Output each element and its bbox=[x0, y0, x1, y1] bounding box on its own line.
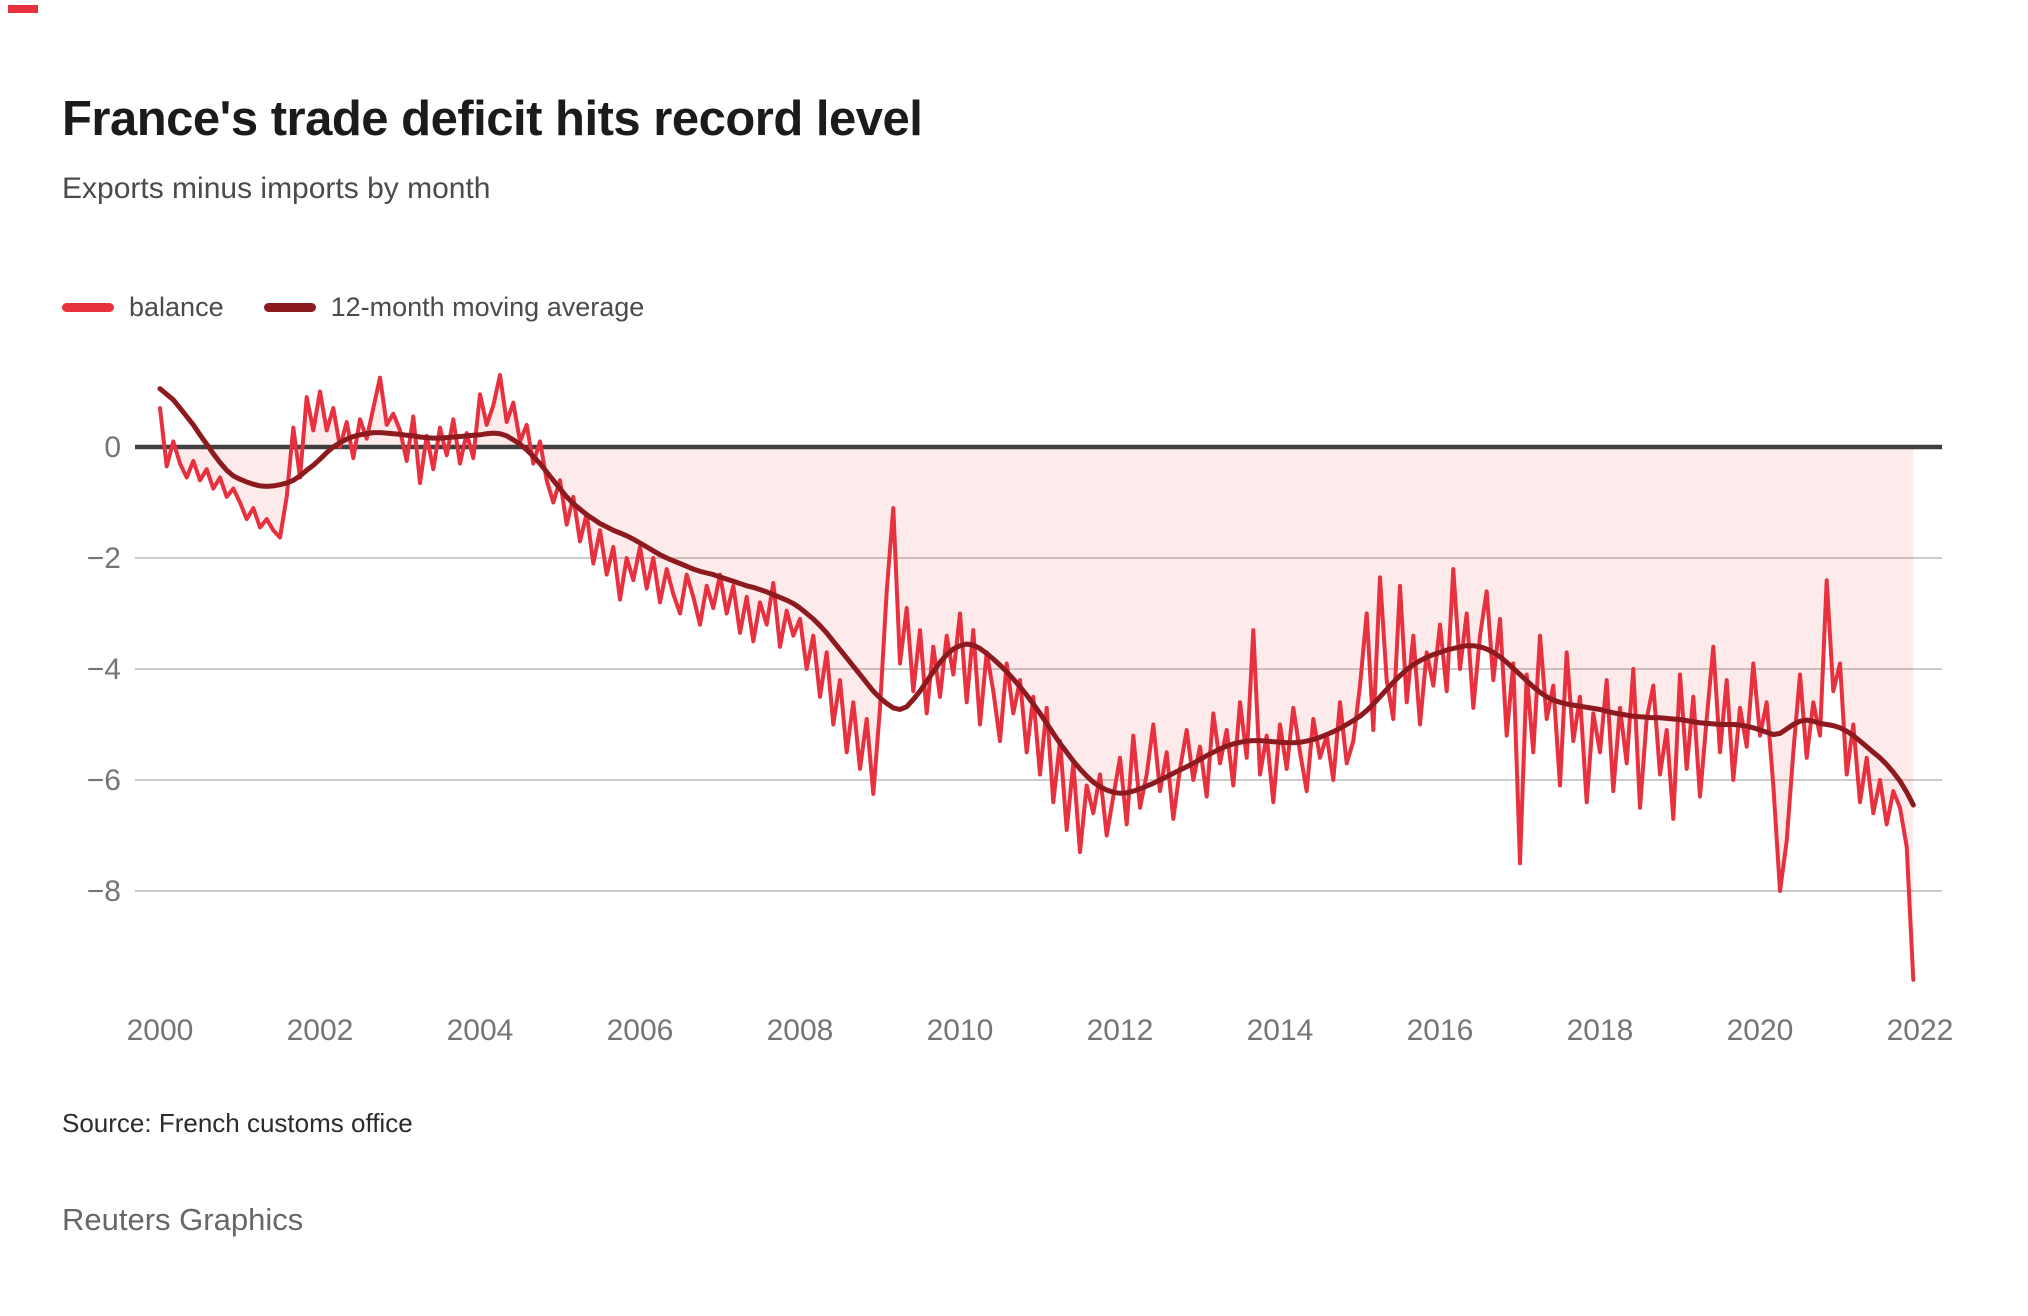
svg-text:−4: −4 bbox=[87, 653, 121, 686]
chart-legend: balance 12-month moving average bbox=[62, 292, 644, 323]
y-axis-labels: 0 −2 −4 −6 −8 bbox=[87, 431, 121, 908]
x-axis-labels: 2000 2002 2004 2006 2008 2010 2012 2014 2016 2018… bbox=[127, 1014, 1954, 1047]
reuters-brand-mark bbox=[8, 5, 38, 13]
legend-label-balance: balance bbox=[129, 292, 224, 322]
svg-text:2020: 2020 bbox=[1727, 1014, 1794, 1047]
svg-text:2006: 2006 bbox=[607, 1014, 674, 1047]
balance-line-swatch-icon bbox=[62, 303, 114, 312]
svg-text:2004: 2004 bbox=[447, 1014, 514, 1047]
source-note: Source: French customs office bbox=[62, 1108, 413, 1138]
svg-text:2010: 2010 bbox=[927, 1014, 994, 1047]
svg-text:2022: 2022 bbox=[1887, 1014, 1954, 1047]
legend-label-moving-average: 12-month moving average bbox=[330, 292, 645, 322]
page-subtitle: Exports minus imports by month bbox=[62, 172, 491, 205]
svg-text:2008: 2008 bbox=[767, 1014, 834, 1047]
balance-area-fill bbox=[160, 374, 1914, 980]
legend-item-balance: balance bbox=[62, 292, 224, 323]
balance-line bbox=[158, 372, 1916, 982]
y-gridlines bbox=[135, 557, 1942, 892]
moving-average-line bbox=[157, 386, 1916, 808]
moving-average-line-swatch-icon bbox=[263, 303, 316, 312]
svg-text:−6: −6 bbox=[87, 764, 121, 797]
svg-text:−8: −8 bbox=[87, 875, 121, 908]
svg-text:2002: 2002 bbox=[287, 1014, 354, 1047]
svg-text:2012: 2012 bbox=[1087, 1014, 1154, 1047]
reuters-credit: Reuters Graphics bbox=[62, 1202, 304, 1237]
svg-text:2000: 2000 bbox=[127, 1014, 194, 1047]
svg-text:2014: 2014 bbox=[1247, 1014, 1314, 1047]
legend-item-moving-average: 12-month moving average bbox=[263, 292, 645, 323]
svg-text:2016: 2016 bbox=[1407, 1014, 1474, 1047]
page-title: France's trade deficit hits record level bbox=[62, 91, 923, 146]
svg-text:2018: 2018 bbox=[1567, 1014, 1634, 1047]
svg-text:0: 0 bbox=[104, 431, 121, 464]
svg-text:−2: −2 bbox=[87, 542, 121, 575]
